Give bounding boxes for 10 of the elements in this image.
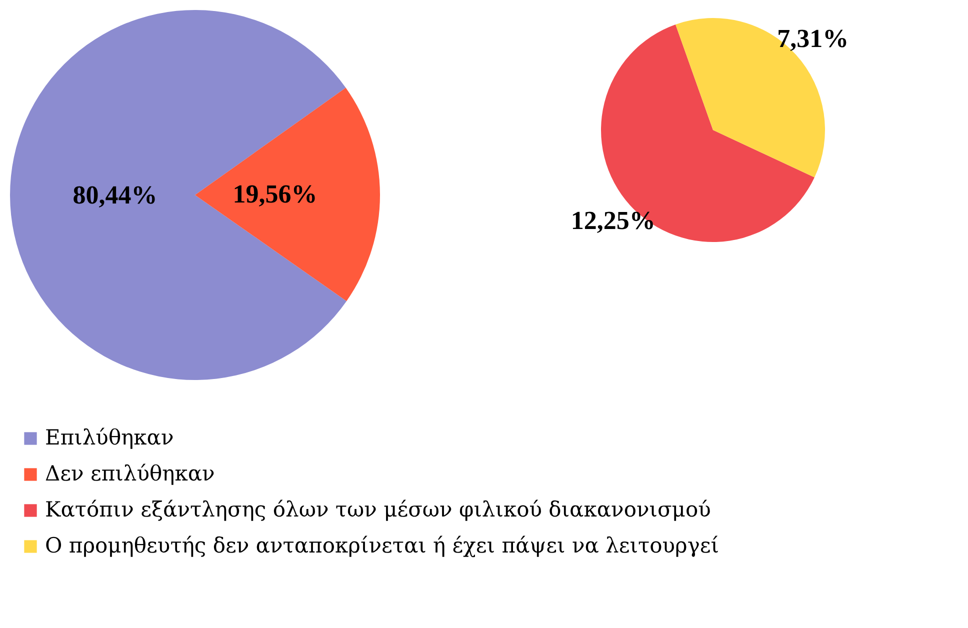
legend-label: Δεν επιλύθηκαν — [45, 462, 215, 486]
data-label: 80,44% — [72, 180, 158, 210]
data-label: 7,31% — [777, 24, 849, 54]
pie-slice — [195, 88, 380, 302]
legend-label: Επιλύθηκαν — [45, 426, 174, 450]
data-label: 12,25% — [570, 206, 656, 235]
pie-slice — [10, 10, 347, 380]
legend-label: Κατόπιν εξάντλησης όλων των μέσων φιλικού διακανονισμού — [45, 498, 711, 522]
legend-label: Ο προμηθευτής δεν ανταποκρίνεται ή έχει πάψει να λειτουργεί — [45, 534, 720, 558]
data-label: 19,56% — [232, 180, 318, 209]
